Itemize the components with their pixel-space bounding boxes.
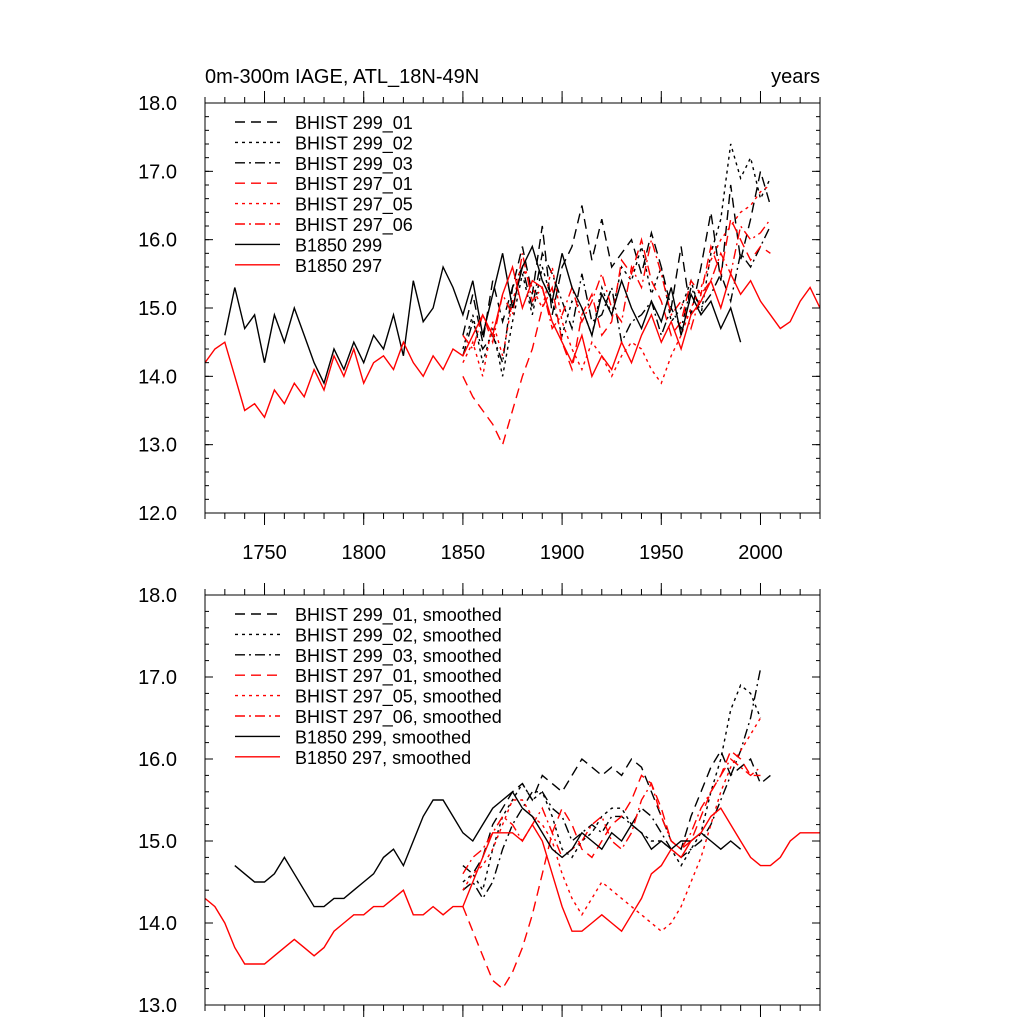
chart2-legend-label-5: BHIST 297_05, smoothed xyxy=(295,687,502,708)
chart2-legend-label-8: B1850 297, smoothed xyxy=(295,748,471,768)
chart1-x-tick-label: 1900 xyxy=(540,542,585,564)
chart2-legend-label-1: BHIST 299_01, smoothed xyxy=(295,605,502,626)
chart1-x-tick-label: 1850 xyxy=(441,542,486,564)
chart1-y-tick-label: 18.0 xyxy=(138,93,177,115)
chart2-legend-label-3: BHIST 299_03, smoothed xyxy=(295,646,502,667)
chart2-series-line-1 xyxy=(462,749,771,875)
chart1-series-line-1 xyxy=(462,171,772,343)
chart2-series-line-8 xyxy=(205,807,820,965)
chart2-plot-frame xyxy=(204,594,821,1006)
chart1-x-tick-label: 1800 xyxy=(341,542,386,564)
chart2-legend-label-6: BHIST 297_06, smoothed xyxy=(295,707,502,728)
chart1-legend-label-4: BHIST 297_01 xyxy=(295,174,413,195)
chart2-y-tick-label: 17.0 xyxy=(138,667,177,689)
chart2-legend-label-7: B1850 299, smoothed xyxy=(295,727,471,747)
chart2-series-line-5 xyxy=(462,717,762,933)
chart2-legend-label-4: BHIST 297_01, smoothed xyxy=(295,666,502,687)
chart2-series-line-6 xyxy=(462,757,761,875)
chart1-panel: 12.0 13.0 14.0 15.0 16.0 17.0 18.0 1750 1800 1850… xyxy=(138,66,821,564)
chart1-x-tick-label: 1750 xyxy=(242,542,287,564)
chart1-legend-label-5: BHIST 297_05 xyxy=(295,195,413,216)
chart1-series-line-4 xyxy=(462,216,771,447)
chart2-y-tick-label: 16.0 xyxy=(138,749,177,771)
chart2-series-line-3 xyxy=(462,668,762,900)
chart2-y-tick-label: 13.0 xyxy=(138,995,177,1017)
chart1-series-line-6 xyxy=(462,218,771,351)
chart1-series-line-8 xyxy=(205,264,820,419)
chart1-y-tick-label: 13.0 xyxy=(138,435,177,457)
chart2-legend-label-2: BHIST 299_02, smoothed xyxy=(295,625,502,646)
chart1-legend-label-3: BHIST 299_03 xyxy=(295,154,413,175)
chart2-y-tick-label: 14.0 xyxy=(138,913,177,935)
chart1-legend-label-8: B1850 297 xyxy=(295,256,382,276)
chart1-y-tick-label: 17.0 xyxy=(138,161,177,183)
chart1-legend-label-2: BHIST 299_02 xyxy=(295,133,413,154)
chart1-legend-label-1: BHIST 299_01 xyxy=(295,113,413,134)
chart1-series-line-2 xyxy=(462,143,772,377)
chart1-series-line-5 xyxy=(462,184,771,385)
chart2-y-tick-label: 18.0 xyxy=(138,585,177,607)
chart2-series-line-4 xyxy=(462,749,761,990)
chart1-y-tick-label: 12.0 xyxy=(138,503,177,525)
chart2-panel: 13.0 14.0 15.0 16.0 17.0 18.0 BHIST 299_01, sm… xyxy=(138,583,821,1017)
chart1-legend-label-6: BHIST 297_06 xyxy=(295,215,413,236)
chart2-series-line-7 xyxy=(234,790,742,908)
chart1-title: 0m-300m IAGE, ATL_18N-49N xyxy=(205,66,479,88)
chart1-legend-label-7: B1850 299 xyxy=(295,235,382,255)
chart1-y-tick-label: 14.0 xyxy=(138,366,177,388)
chart2-y-tick-label: 15.0 xyxy=(138,831,177,853)
chart1-y-tick-label: 15.0 xyxy=(138,298,177,320)
chart1-series-line-7 xyxy=(224,244,742,386)
chart1-x-tick-label: 2000 xyxy=(738,542,783,564)
chart1-x-tick-label: 1950 xyxy=(639,542,684,564)
chart1-y-tick-label: 16.0 xyxy=(138,230,177,252)
chart1-units-label: years xyxy=(771,66,820,88)
chart2-series-line-2 xyxy=(462,684,762,893)
